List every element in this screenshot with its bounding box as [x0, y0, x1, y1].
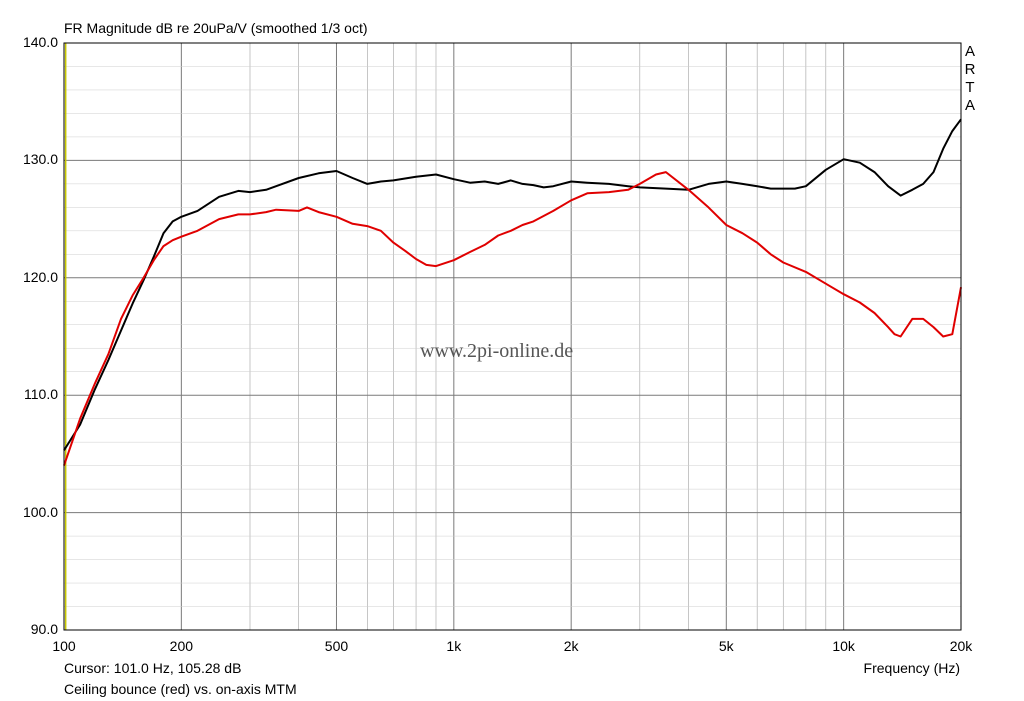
series-layer — [63, 118, 962, 466]
y-tick-label: 110.0 — [24, 386, 58, 403]
x-tick-label: 20k — [949, 638, 973, 654]
x-tick-label: 1k — [446, 638, 462, 654]
x-tick-label: 10k — [832, 638, 855, 654]
x-tick-label: 200 — [169, 638, 194, 654]
y-tick-label: 120.0 — [22, 268, 58, 285]
cursor-readout: Cursor: 101.0 Hz, 105.28 dB — [64, 660, 242, 676]
series-line-black — [63, 118, 962, 451]
grid — [63, 42, 962, 631]
x-tick-label: 100 — [52, 638, 76, 654]
brand-letter: A — [964, 43, 975, 60]
y-tick-label: 90.0 — [30, 621, 58, 637]
x-tick-label: 2k — [563, 638, 579, 654]
x-tick-label: 500 — [324, 638, 349, 654]
series-line-red — [63, 171, 962, 466]
x-axis-label: Frequency (Hz) — [863, 660, 960, 676]
y-tick-label: 100.0 — [22, 503, 58, 520]
chart-note: Ceiling bounce (red) vs. on-axis MTM — [64, 681, 297, 697]
arta-brand: A R T A — [963, 43, 977, 115]
brand-letter: R — [964, 61, 976, 78]
plot-frame — [63, 42, 962, 631]
y-tick-label: 140.0 — [22, 34, 58, 50]
x-tick-label: 5k — [718, 638, 734, 654]
chart-title: FR Magnitude dB re 20uPa/V (smoothed 1/3… — [64, 20, 368, 36]
y-tick-label: 130.0 — [22, 151, 58, 168]
brand-letter: T — [965, 79, 975, 96]
watermark: www.2pi-online.de — [420, 340, 574, 362]
brand-letter: A — [964, 97, 975, 114]
